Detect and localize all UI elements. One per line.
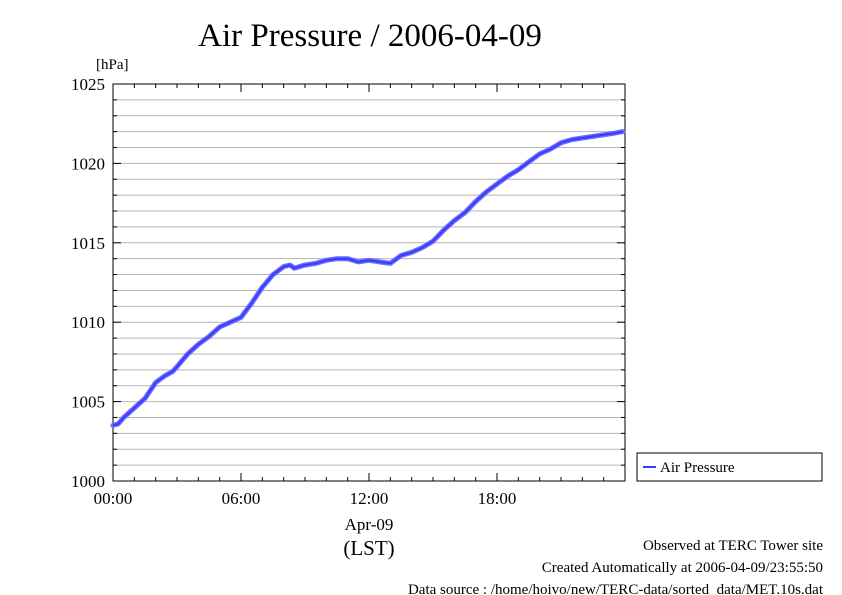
y-axis-ticks: 1000 1005 1010 1015 1020 1025 — [71, 75, 625, 491]
footer-observed: Observed at TERC Tower site — [643, 538, 823, 554]
x-tick-label: 12:00 — [350, 489, 389, 508]
x-tick-label: 18:00 — [478, 489, 517, 508]
y-tick-label: 1005 — [71, 393, 105, 412]
footer-created: Created Automatically at 2006-04-09/23:5… — [542, 560, 823, 576]
series-line-air-pressure — [112, 130, 624, 427]
legend-box — [636, 452, 823, 482]
series-line-halo — [110, 129, 626, 428]
y-axis-unit: [hPa] — [96, 57, 129, 73]
series-layer — [110, 129, 626, 428]
x-axis-ticks: 00:00 06:00 12:00 18:00 — [94, 84, 626, 508]
chart-title: Air Pressure / 2006-04-09 — [198, 18, 542, 54]
y-tick-label: 1025 — [71, 75, 105, 94]
y-tick-label: 1000 — [71, 472, 105, 491]
legend: Air Pressure — [636, 452, 823, 482]
plot-area-frame — [112, 83, 626, 482]
y-tick-label: 1020 — [71, 154, 105, 173]
x-tick-label: 06:00 — [222, 489, 261, 508]
y-tick-label: 1010 — [71, 313, 105, 332]
x-axis-date-label: Apr-09 — [345, 515, 394, 534]
gridlines — [113, 99, 625, 466]
x-tick-label: 00:00 — [94, 489, 133, 508]
x-axis-timezone-label: (LST) — [343, 536, 394, 560]
y-tick-label: 1015 — [71, 234, 105, 253]
legend-label: Air Pressure — [660, 460, 735, 476]
footer-source: Data source : /home/hoivo/new/TERC-data/… — [408, 582, 824, 595]
